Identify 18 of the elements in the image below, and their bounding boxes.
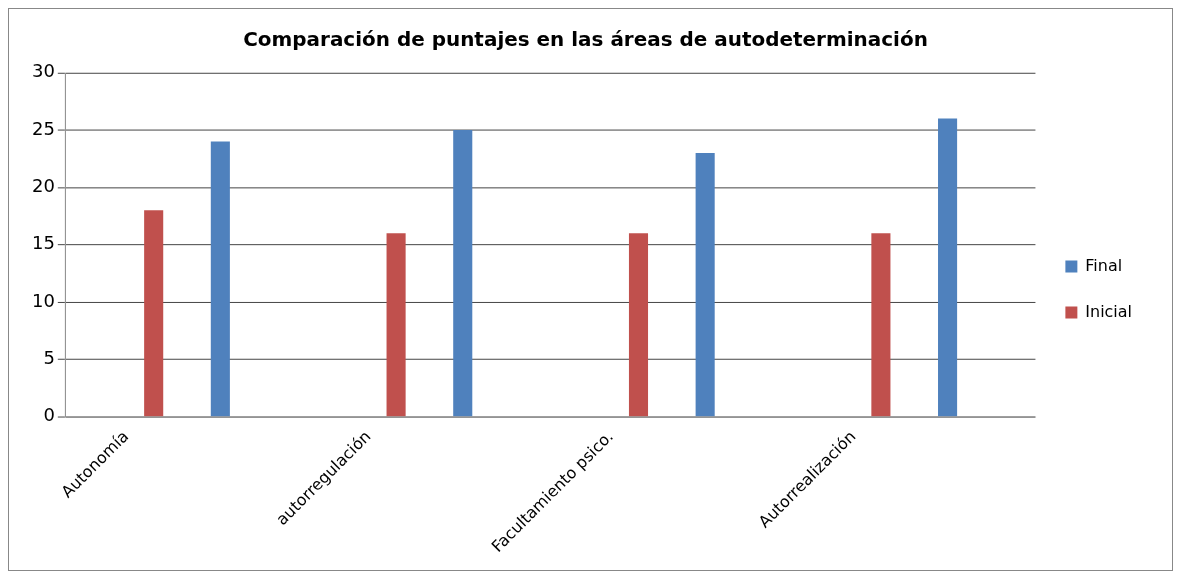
bar xyxy=(938,118,958,417)
y-tick-label: 30 xyxy=(31,60,55,82)
bar xyxy=(210,141,230,417)
y-tick-label: 10 xyxy=(31,289,55,311)
y-tick-label: 25 xyxy=(31,117,55,139)
legend-label: Inicial xyxy=(1085,301,1133,321)
y-tick-label: 20 xyxy=(31,175,55,197)
y-tick-label: 0 xyxy=(43,404,55,426)
y-tick-label: 15 xyxy=(31,232,55,254)
legend-label: Final xyxy=(1085,255,1123,275)
bar xyxy=(628,233,649,417)
bar xyxy=(144,210,164,417)
bar xyxy=(871,233,891,417)
bar xyxy=(453,130,473,417)
y-tick-label: 5 xyxy=(43,347,55,368)
bar xyxy=(386,233,406,417)
bar xyxy=(695,153,715,417)
chart-title: Comparación de puntajes en las áreas de autodeterminación xyxy=(243,27,928,52)
